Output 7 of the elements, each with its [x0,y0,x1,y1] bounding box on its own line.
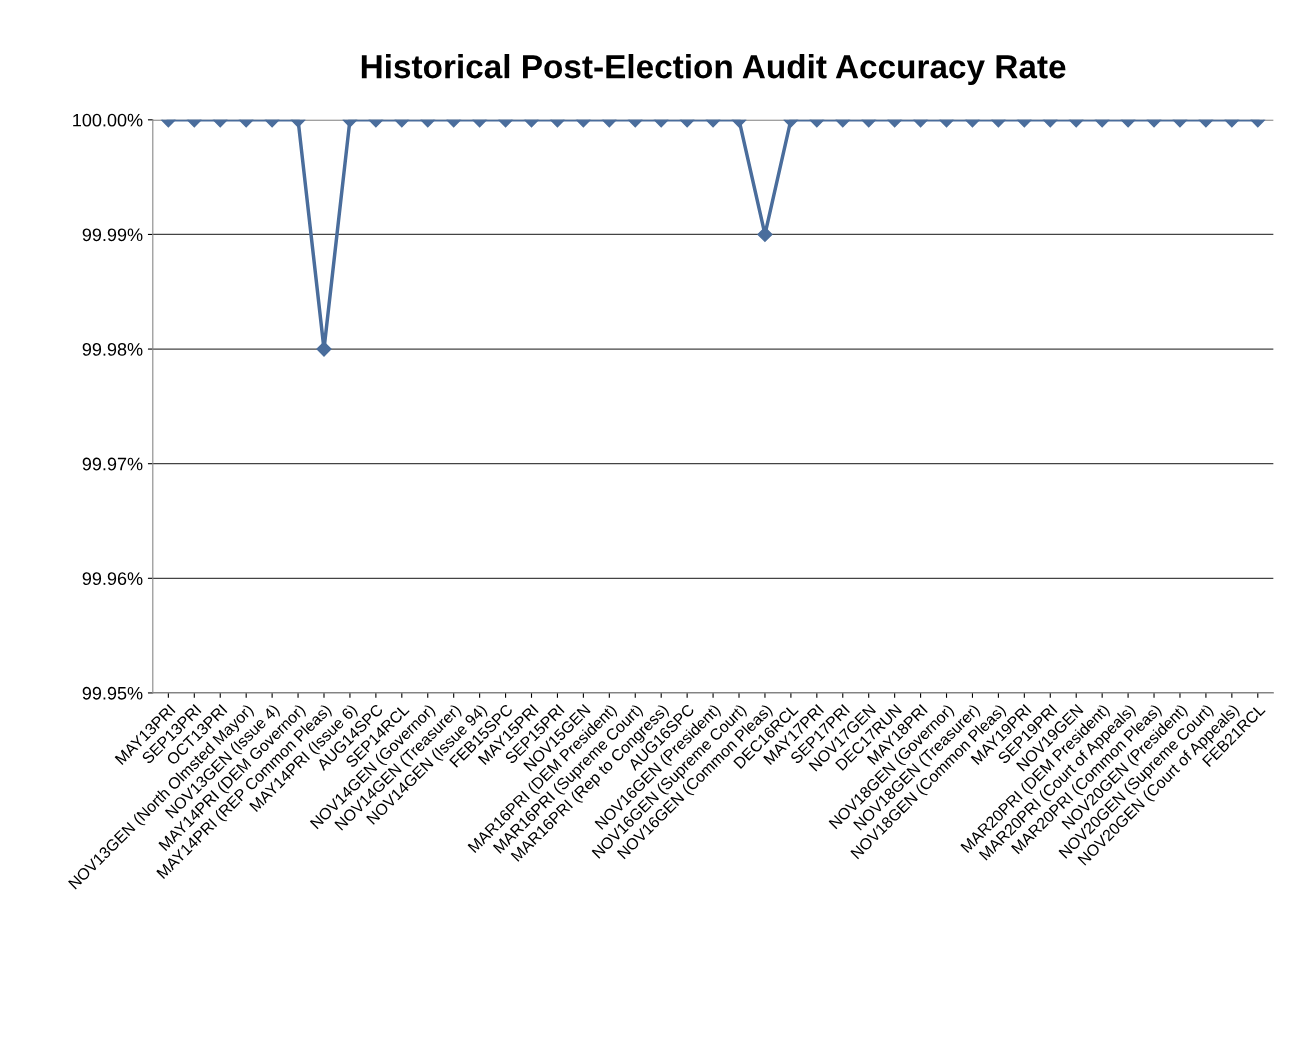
y-tick-label: 100.00% [73,113,143,127]
y-tick-label: 99.98% [82,343,143,356]
chart-title: Historical Post-Election Audit Accuracy Rate [361,54,1066,86]
y-tick-label: 99.99% [82,228,143,242]
y-tick-label: 99.97% [82,457,143,471]
y-tick-label: 99.96% [82,572,143,586]
y-tick-label: 99.95% [82,686,143,700]
